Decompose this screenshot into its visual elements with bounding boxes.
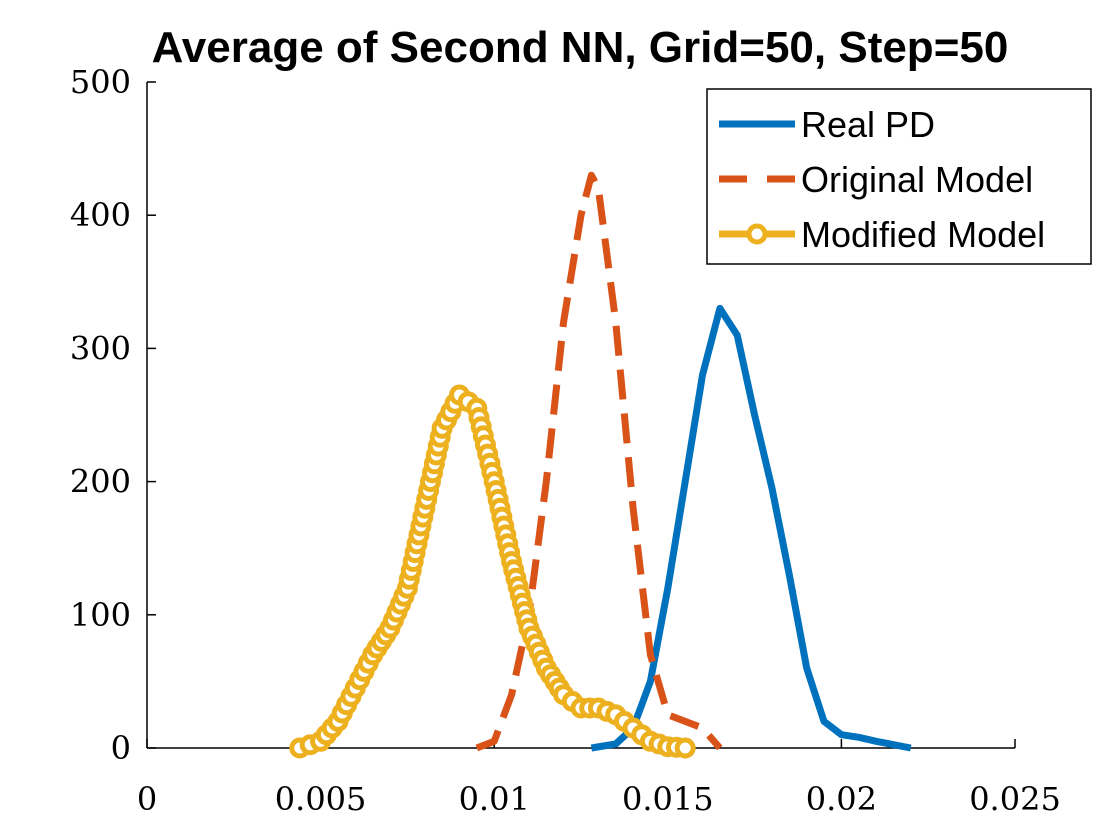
series-modified-model bbox=[289, 384, 696, 759]
x-tick-label: 0.01 bbox=[459, 780, 530, 818]
series-real-pd bbox=[590, 304, 912, 752]
x-tick-label: 0.02 bbox=[806, 780, 877, 818]
y-tick-label: 100 bbox=[70, 596, 131, 634]
y-tick-label: 500 bbox=[70, 63, 131, 101]
y-tick-label: 300 bbox=[70, 329, 131, 367]
legend-label: Original Model bbox=[801, 159, 1033, 200]
series-line bbox=[475, 171, 723, 752]
x-tick-label: 0.015 bbox=[622, 780, 714, 818]
y-tick-label: 200 bbox=[70, 463, 131, 501]
x-tick-label: 0.025 bbox=[969, 780, 1061, 818]
y-tick-label: 400 bbox=[70, 196, 131, 234]
legend-marker bbox=[746, 223, 768, 245]
x-tick-label: 0 bbox=[137, 780, 157, 818]
series-original-model bbox=[475, 171, 723, 752]
y-tick-label: 0 bbox=[111, 729, 131, 767]
legend-label: Real PD bbox=[801, 104, 935, 145]
axes: 0 0.005 0.01 0.015 0.02 0.025 0 100 200 300 400 500 bbox=[70, 63, 1061, 818]
series-marker bbox=[674, 737, 696, 759]
legend: Real PD Original Model Modified Model bbox=[706, 88, 1092, 265]
series-layer bbox=[289, 171, 912, 759]
x-tick-label: 0.005 bbox=[275, 780, 367, 818]
chart-title: Average of Second NN, Grid=50, Step=50 bbox=[152, 23, 1009, 72]
legend-label: Modified Model bbox=[801, 214, 1045, 255]
series-line bbox=[590, 304, 912, 752]
